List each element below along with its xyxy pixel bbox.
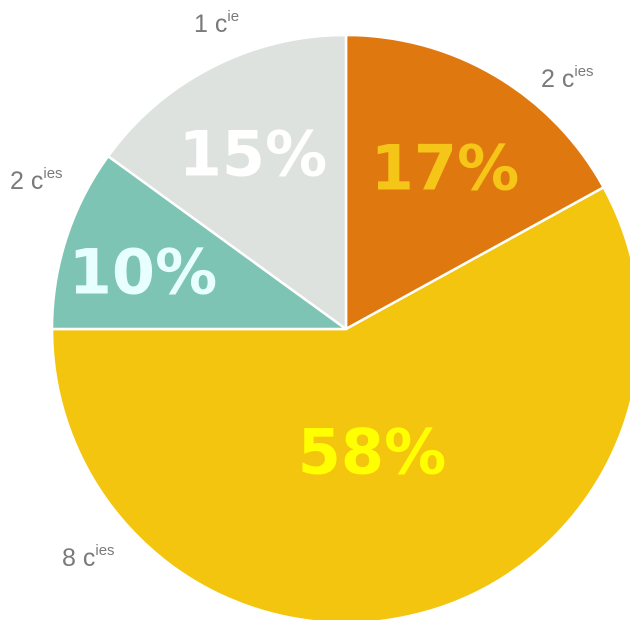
slice-category-label: 2 cies bbox=[541, 63, 594, 93]
pie-slice bbox=[344, 33, 605, 331]
slice-value-label: 17% bbox=[371, 132, 519, 205]
slice-category-label: 1 cie bbox=[194, 8, 239, 38]
pie-slices bbox=[50, 33, 630, 620]
slice-value-label: 58% bbox=[298, 416, 446, 489]
category-label-superscript: ies bbox=[43, 165, 62, 182]
category-label-superscript: ies bbox=[95, 542, 114, 559]
slice-category-label: 2 cies bbox=[10, 165, 63, 195]
pie-slice bbox=[50, 186, 630, 620]
category-label-main: 1 c bbox=[194, 10, 227, 38]
category-label-superscript: ies bbox=[574, 63, 593, 80]
category-label-main: 2 c bbox=[541, 65, 574, 93]
pie-slice bbox=[106, 33, 348, 331]
slice-value-label: 10% bbox=[69, 236, 217, 309]
pie-slice bbox=[50, 154, 348, 331]
category-label-main: 8 c bbox=[62, 544, 95, 572]
category-label-main: 2 c bbox=[10, 167, 43, 195]
category-label-superscript: ie bbox=[227, 8, 239, 25]
slice-category-label: 8 cies bbox=[62, 542, 115, 572]
slice-value-label: 15% bbox=[179, 118, 327, 191]
